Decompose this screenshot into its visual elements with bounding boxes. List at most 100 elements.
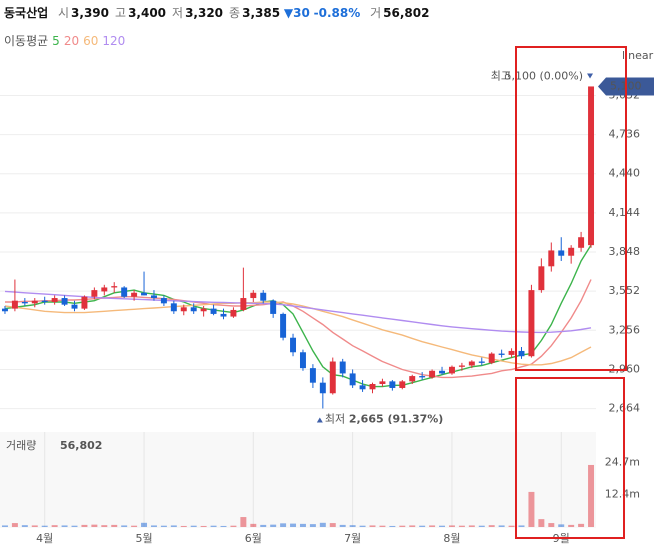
candle-body (309, 368, 316, 383)
candle-body (51, 298, 58, 303)
candle-body (61, 298, 68, 305)
volume-bar (399, 525, 406, 527)
y-tick-label: 2,960 (609, 362, 641, 375)
volume-bar (508, 525, 515, 527)
candle-body (458, 365, 465, 367)
candle-body (190, 307, 197, 312)
candle-body (329, 361, 336, 394)
candle-body (508, 350, 515, 355)
candle-body (448, 366, 455, 374)
volume-bar (1, 525, 8, 527)
low-note-arrow (316, 417, 323, 423)
candle-body (319, 382, 326, 394)
quote-label: 시 (58, 6, 70, 20)
quote-value: 3,385 (242, 6, 281, 20)
volume-bar (349, 525, 356, 527)
volume-bar (180, 525, 187, 527)
candle-body (111, 286, 118, 288)
volume-bar (379, 525, 386, 527)
volume-bar (21, 525, 28, 527)
change: ▼30 (283, 6, 310, 20)
y-tick-label: 3,848 (609, 245, 641, 258)
high-note-label: 최고 (491, 69, 511, 82)
volume-bar (429, 525, 436, 527)
candle-body (220, 313, 227, 317)
stock-name: 동국산업 (4, 6, 49, 20)
y-tick-label: 4,440 (609, 167, 641, 180)
volume-bar (558, 524, 565, 527)
candle-body (91, 290, 98, 297)
volume-bar (141, 522, 148, 527)
candle-body (230, 309, 237, 317)
candle-body (240, 298, 247, 310)
volume-bar (588, 464, 595, 527)
volume-bar (409, 525, 416, 527)
volume-bar (568, 524, 575, 527)
volume-bar (448, 525, 455, 527)
quote-value: 3,400 (128, 6, 167, 20)
volume-bar (250, 523, 257, 527)
change-pct: -0.88% (313, 6, 361, 20)
x-tick-label: 5월 (135, 532, 152, 545)
volume-bar (369, 525, 376, 527)
candle-body (588, 86, 595, 246)
highlight-box (515, 377, 625, 539)
volume-bar (150, 525, 157, 527)
volume-bar (498, 525, 505, 527)
volume-bar (31, 525, 38, 527)
candle-body (558, 250, 565, 256)
volume-bar (260, 524, 267, 527)
quote-list: 시 3,390 고 3,400 저 3,320 종 3,385 (52, 6, 280, 20)
candle-body (131, 292, 138, 297)
volume-bar (478, 525, 485, 527)
y-tick-label: 3,552 (609, 284, 641, 297)
candle-body (71, 304, 78, 309)
candle-body (180, 307, 187, 312)
candle-body (369, 384, 376, 390)
volume-bar (91, 524, 98, 527)
scale-label: linear (622, 49, 654, 62)
candle-body (280, 313, 287, 338)
candle-body (419, 376, 426, 378)
volume-bar (41, 525, 48, 527)
candle-body (439, 370, 446, 374)
y-tick-label: 4,736 (609, 128, 641, 141)
volume-bar (488, 525, 495, 527)
volume-bar (190, 525, 197, 527)
volume-bar (170, 525, 177, 527)
plot: 2,6642,9603,2563,5523,8484,1444,4404,736… (0, 49, 654, 545)
candle-body (270, 300, 277, 314)
candle-body (11, 300, 18, 309)
volume-bar (299, 523, 306, 527)
volume-bar (468, 525, 475, 527)
high-note-arrow (587, 73, 594, 79)
quote-value: 56,802 (383, 6, 430, 20)
volume-bar (270, 524, 277, 527)
low-note-value: 2,665 (91.37%) (349, 412, 444, 425)
high-note-value: 5,100 (0.00%) (505, 69, 584, 82)
volume-bar (528, 491, 535, 527)
ma-line (4, 290, 592, 334)
candle-body (250, 292, 257, 299)
candle-body (488, 353, 495, 363)
y-tick-label: 3,256 (609, 323, 641, 336)
candle-body (170, 303, 177, 312)
volume-bar (578, 523, 585, 527)
volume-bar (290, 523, 297, 527)
volume-bar (131, 525, 138, 527)
volume-bar (81, 524, 88, 527)
volume-bar (210, 525, 217, 527)
quote-header: 동국산업 시 3,390 고 3,400 저 3,320 종 3,385 ▼30 -0.88%… (4, 4, 429, 21)
candle-body (141, 292, 148, 296)
candle-body (349, 373, 356, 386)
ma-label: 이동평균 (4, 34, 49, 48)
quote-label: 거 (370, 6, 382, 20)
volume-value: 56,802 (60, 439, 102, 452)
candle-body (210, 308, 217, 314)
quote-label: 종 (229, 6, 241, 20)
volume-bar (419, 525, 426, 527)
x-tick-label: 8월 (443, 532, 460, 545)
x-tick-label: 6월 (245, 532, 262, 545)
volume-bar (548, 523, 555, 527)
